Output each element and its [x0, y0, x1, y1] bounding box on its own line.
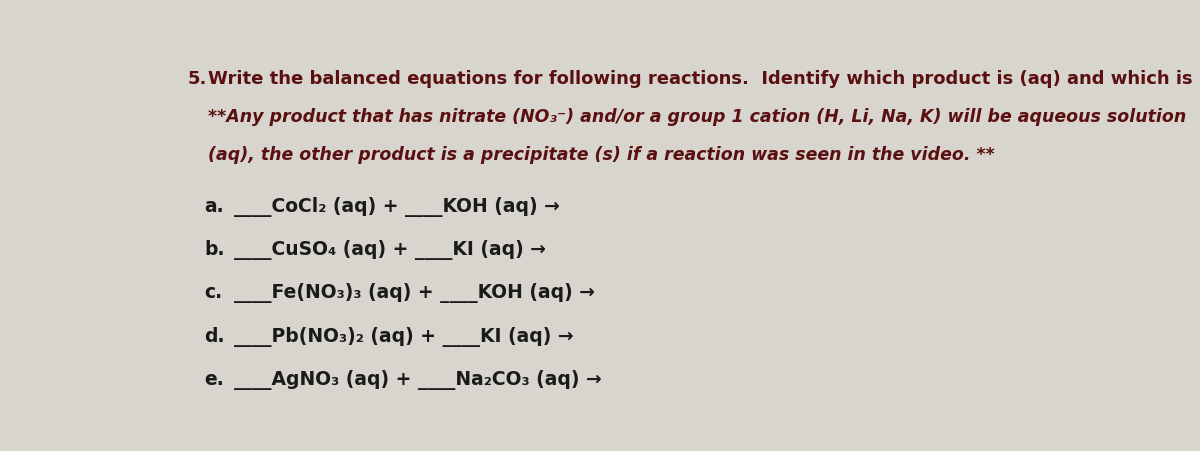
Text: b.: b.	[204, 240, 224, 259]
Text: Write the balanced equations for following reactions.  Identify which product is: Write the balanced equations for followi…	[208, 70, 1200, 88]
Text: d.: d.	[204, 327, 224, 346]
Text: **Any product that has nitrate (NO₃⁻) and/or a group 1 cation (H, Li, Na, K) wil: **Any product that has nitrate (NO₃⁻) an…	[208, 108, 1186, 126]
Text: (aq), the other product is a precipitate (s) if a reaction was seen in the video: (aq), the other product is a precipitate…	[208, 146, 995, 164]
Text: ____CoCl₂ (aq) + ____KOH (aq) →: ____CoCl₂ (aq) + ____KOH (aq) →	[234, 197, 559, 216]
Text: e.: e.	[204, 370, 223, 389]
Text: a.: a.	[204, 197, 223, 216]
Text: ____AgNO₃ (aq) + ____Na₂CO₃ (aq) →: ____AgNO₃ (aq) + ____Na₂CO₃ (aq) →	[234, 370, 601, 390]
Text: ____Pb(NO₃)₂ (aq) + ____KI (aq) →: ____Pb(NO₃)₂ (aq) + ____KI (aq) →	[234, 327, 574, 347]
Text: ____CuSO₄ (aq) + ____KI (aq) →: ____CuSO₄ (aq) + ____KI (aq) →	[234, 240, 546, 260]
Text: c.: c.	[204, 283, 222, 302]
Text: 5.: 5.	[187, 70, 206, 88]
Text: ____Fe(NO₃)₃ (aq) + ____KOH (aq) →: ____Fe(NO₃)₃ (aq) + ____KOH (aq) →	[234, 283, 595, 304]
